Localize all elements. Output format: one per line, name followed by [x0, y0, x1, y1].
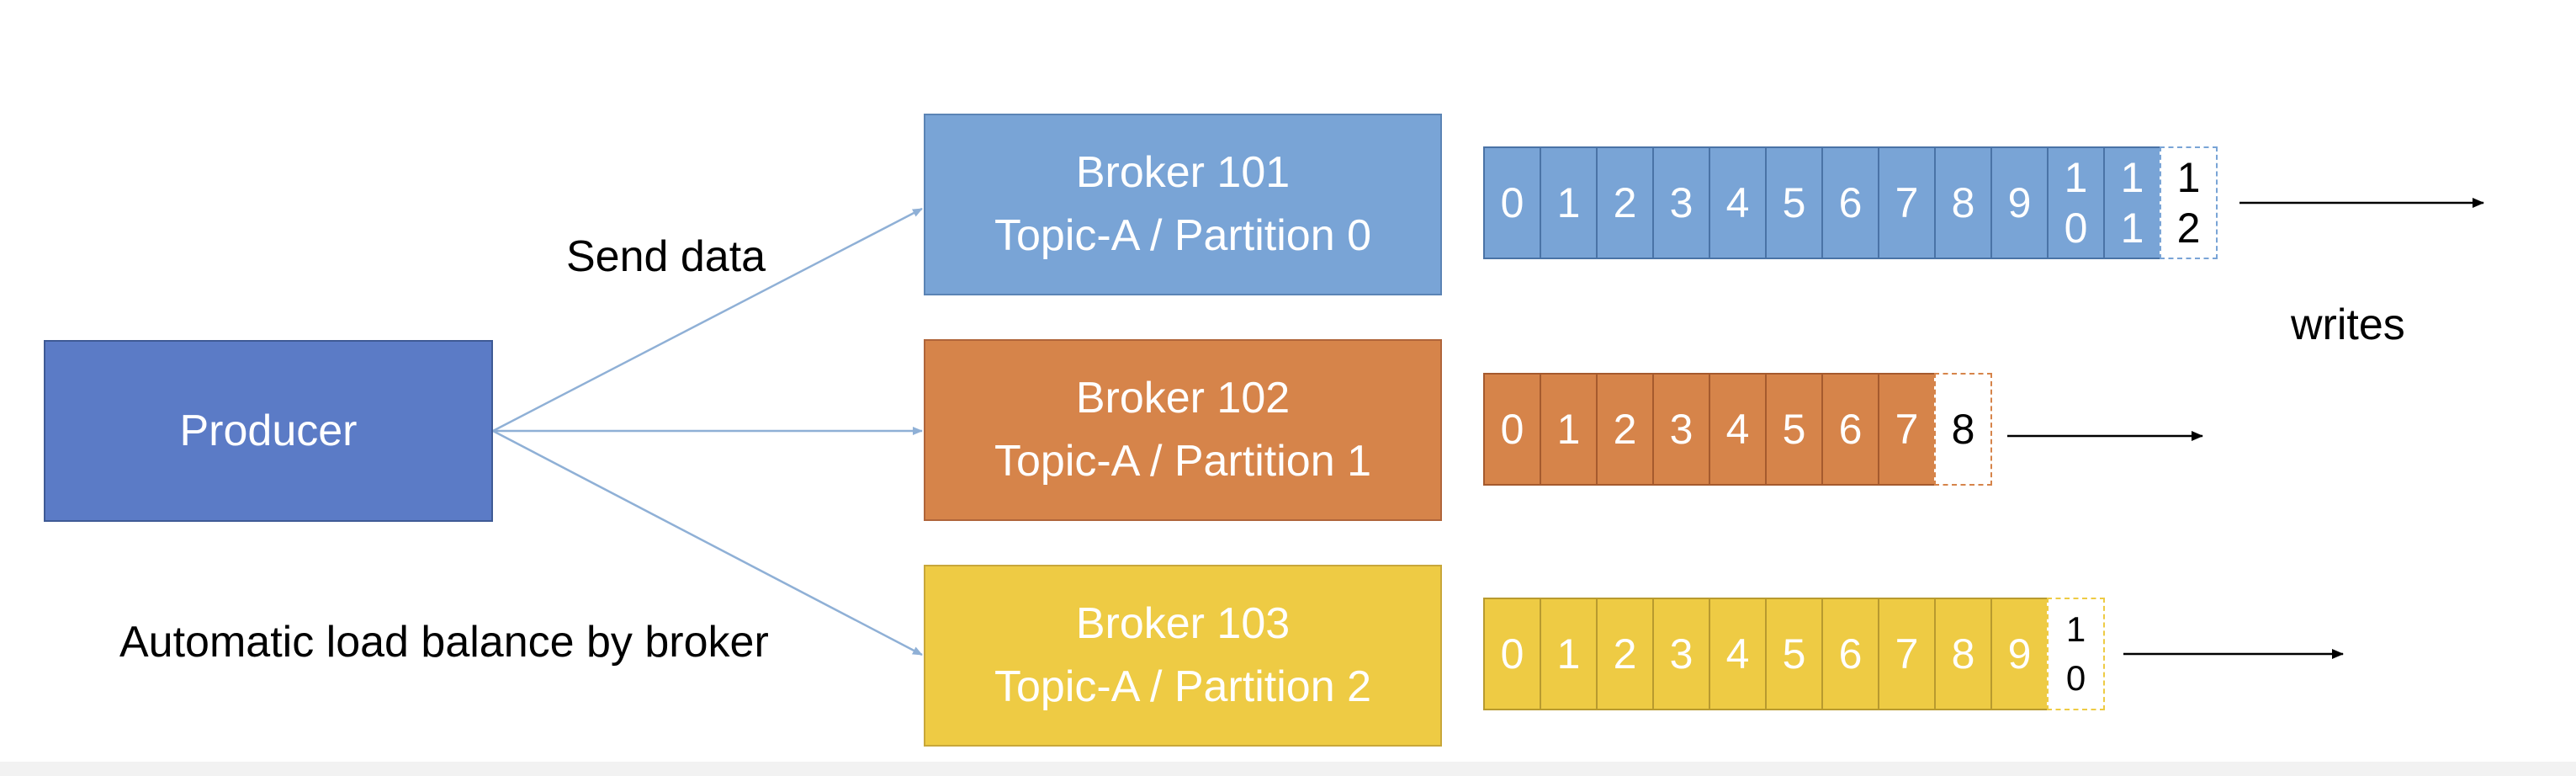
bottom-strip	[0, 762, 2576, 776]
offset-cell: 4	[1709, 598, 1767, 710]
offset-cell: 2	[1596, 598, 1654, 710]
broker-101-name: Broker 101	[1075, 148, 1291, 197]
offset-cell: 2	[1596, 146, 1654, 259]
offset-cell: 7	[1878, 598, 1936, 710]
broker-103-partition: Topic-A / Partition 2	[994, 662, 1371, 711]
producer-box: Producer	[44, 340, 493, 522]
offset-cell: 3	[1652, 598, 1710, 710]
offset-cell: 1	[1540, 373, 1598, 486]
offset-cell: 4	[1709, 146, 1767, 259]
offset-cell: 9	[1990, 146, 2049, 259]
offset-digit: 0	[2064, 205, 2088, 252]
offset-cell: 3	[1652, 146, 1710, 259]
offset-digit: 1	[2065, 609, 2086, 650]
broker-103-name: Broker 103	[1075, 599, 1291, 648]
offset-digit: 0	[2065, 657, 2086, 698]
send-data-label: Send data	[566, 232, 766, 281]
offset-cell: 2	[1596, 373, 1654, 486]
producer-to-broker-103-arrow	[492, 429, 923, 656]
offset-cell: 5	[1765, 373, 1823, 486]
broker-102-box: Broker 102 Topic-A / Partition 1	[924, 339, 1442, 521]
offset-cell: 8	[1934, 146, 1992, 259]
offset-cell: 1	[1540, 146, 1598, 259]
broker-102-partition: Topic-A / Partition 1	[994, 437, 1371, 486]
offset-cell: 5	[1765, 598, 1823, 710]
offset-cell: 6	[1821, 598, 1879, 710]
offset-cell: 6	[1821, 146, 1879, 259]
offset-digit: 2	[2176, 205, 2201, 252]
offset-cell: 5	[1765, 146, 1823, 259]
producer-label: Producer	[179, 407, 358, 455]
offset-cell: 6	[1821, 373, 1879, 486]
load-balance-label: Automatic load balance by broker	[119, 618, 769, 667]
broker-101-box: Broker 101 Topic-A / Partition 0	[924, 114, 1442, 295]
offset-cell: 0	[1483, 373, 1541, 486]
offset-digit: 1	[2120, 205, 2144, 252]
broker-102-name: Broker 102	[1075, 374, 1291, 423]
offset-cell: 7	[1878, 146, 1936, 259]
producer-to-broker-101-arrow	[492, 207, 923, 433]
offset-cell: 1	[1540, 598, 1598, 710]
offset-digit: 1	[2176, 154, 2201, 201]
offset-cell: 7	[1878, 373, 1936, 486]
offset-cell: 0	[1483, 598, 1541, 710]
offset-digit: 1	[2120, 154, 2144, 201]
offset-cell: 3	[1652, 373, 1710, 486]
next-offset-slot: 8	[1934, 373, 1992, 486]
offset-cell: 9	[1990, 598, 2049, 710]
writes-label: writes	[2291, 300, 2405, 349]
offset-cell: 8	[1934, 598, 1992, 710]
broker-103-box: Broker 103 Topic-A / Partition 2	[924, 565, 1442, 747]
offset-cell: 4	[1709, 373, 1767, 486]
offset-digit: 1	[2064, 154, 2088, 201]
offset-cell: 0	[1483, 146, 1541, 259]
broker-101-partition: Topic-A / Partition 0	[994, 211, 1371, 260]
